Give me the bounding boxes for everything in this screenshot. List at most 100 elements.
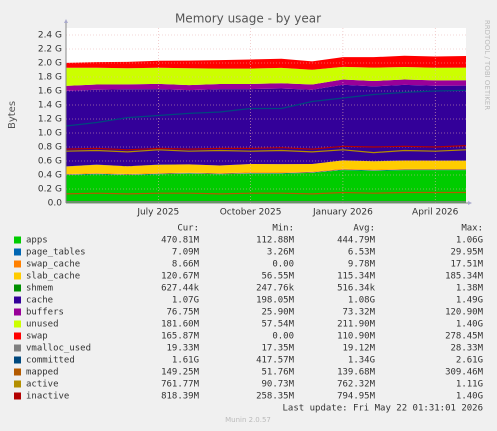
legend-stat: 120.67M	[161, 272, 200, 282]
legend-swatch	[14, 344, 21, 352]
legend-stat: 211.90M	[337, 320, 376, 330]
legend-stat: 627.44k	[161, 284, 200, 294]
legend-stat: 3.26M	[267, 248, 295, 258]
legend-label: vmalloc_used	[26, 344, 91, 354]
y-tick-label: 2.0 G	[38, 59, 62, 69]
legend-stat: 120.90M	[445, 308, 484, 318]
legend-swatch	[14, 272, 21, 280]
legend-stat: 73.32M	[342, 308, 375, 318]
legend-label: shmem	[26, 284, 53, 294]
legend-stat: 29.95M	[450, 248, 483, 258]
legend-stat: 17.51M	[450, 260, 483, 270]
legend-stat: 0.00	[272, 260, 294, 270]
y-tick-label: 1.2 G	[38, 115, 62, 125]
legend-swatch	[14, 308, 21, 316]
area	[66, 84, 466, 167]
y-tick-label: 1.4 G	[38, 101, 62, 111]
legend-stat: 7.09M	[172, 248, 200, 258]
legend-stat: 794.95M	[337, 392, 376, 402]
legend-swatch	[14, 248, 21, 256]
area	[66, 55, 466, 70]
chart-title: Memory usage - by year	[175, 12, 321, 26]
legend-swatch	[14, 296, 21, 304]
legend-stat: 1.40G	[456, 320, 483, 330]
y-tick-label: 0.6 G	[38, 157, 62, 167]
y-tick-label: 0.0	[48, 199, 63, 209]
y-tick-label: 2.4 G	[38, 31, 62, 41]
legend-label: cache	[26, 296, 53, 306]
legend-stat: 258.35M	[256, 392, 295, 402]
legend-stat: 818.39M	[161, 392, 200, 402]
legend-stat: 761.77M	[161, 380, 200, 390]
legend-swatch	[14, 320, 21, 328]
y-tick-label: 1.0 G	[38, 129, 62, 139]
last-update: Last update: Fri May 22 01:31:01 2026	[283, 404, 483, 414]
legend-label: apps	[26, 236, 48, 246]
legend-header: Avg:	[353, 224, 375, 234]
legend-stat: 1.07G	[172, 296, 199, 306]
legend-stat: 25.90M	[261, 308, 294, 318]
legend-swatch	[14, 380, 21, 388]
legend-stat: 470.81M	[161, 236, 200, 246]
legend-stat: 110.90M	[337, 332, 376, 342]
legend-stat: 1.11G	[456, 380, 483, 390]
legend-stat: 139.68M	[337, 368, 376, 378]
legend-stat: 1.08G	[348, 296, 375, 306]
legend-stat: 19.12M	[342, 344, 375, 354]
legend-stat: 17.35M	[261, 344, 294, 354]
legend-stat: 1.06G	[456, 236, 483, 246]
legend-stat: 149.25M	[161, 368, 200, 378]
y-tick-label: 1.8 G	[38, 73, 62, 83]
legend-stat: 115.34M	[337, 272, 376, 282]
legend-stat: 8.66M	[172, 260, 200, 270]
legend-stat: 0.00	[272, 332, 294, 342]
legend-stat: 1.61G	[172, 356, 199, 366]
legend-stat: 165.87M	[161, 332, 200, 342]
y-axis-label: Bytes	[7, 101, 18, 129]
legend-stat: 9.78M	[348, 260, 376, 270]
legend-stat: 247.76k	[256, 284, 295, 294]
legend-label: active	[26, 380, 59, 390]
legend-stat: 309.46M	[445, 368, 484, 378]
y-tick-label: 0.4 G	[38, 171, 62, 181]
axis-arrow	[468, 201, 472, 205]
line	[65, 191, 466, 195]
legend-label: unused	[26, 320, 59, 330]
legend-swatch	[14, 284, 21, 292]
area	[66, 170, 466, 203]
legend-stat: 6.53M	[348, 248, 376, 258]
legend-stat: 278.45M	[445, 332, 484, 342]
footer: Munin 2.0.57	[225, 416, 271, 424]
legend-swatch	[14, 260, 21, 268]
legend-stat: 112.88M	[256, 236, 295, 246]
legend-stat: 76.75M	[166, 308, 199, 318]
area	[66, 168, 466, 175]
legend-stat: 1.49G	[456, 296, 483, 306]
legend-stat: 2.61G	[456, 356, 483, 366]
line	[65, 149, 467, 154]
legend-stat: 1.38M	[456, 284, 484, 294]
legend-stat: 417.57M	[256, 356, 295, 366]
line	[65, 89, 467, 127]
legend-label: committed	[26, 356, 75, 366]
area	[66, 66, 466, 86]
legend-label: buffers	[26, 308, 64, 318]
legend-stat: 762.32M	[337, 380, 376, 390]
x-tick-label: October 2025	[220, 208, 282, 218]
legend-label: slab_cache	[26, 272, 80, 282]
legend-stat: 1.40G	[456, 392, 483, 402]
y-tick-label: 2.2 G	[38, 45, 62, 55]
legend-swatch	[14, 368, 21, 376]
legend-header: Min:	[272, 224, 294, 234]
legend-stat: 90.73M	[261, 380, 294, 390]
axis-arrow	[64, 19, 68, 23]
legend-stat: 185.34M	[445, 272, 484, 282]
legend-header: Max:	[461, 224, 483, 234]
x-tick-label: July 2025	[136, 208, 179, 218]
legend-stat: 51.76M	[261, 368, 294, 378]
legend-label: swap	[26, 332, 48, 342]
legend-stat: 57.54M	[261, 320, 294, 330]
legend-swatch	[14, 392, 21, 400]
legend-stat: 28.33M	[450, 344, 483, 354]
area	[66, 169, 466, 175]
